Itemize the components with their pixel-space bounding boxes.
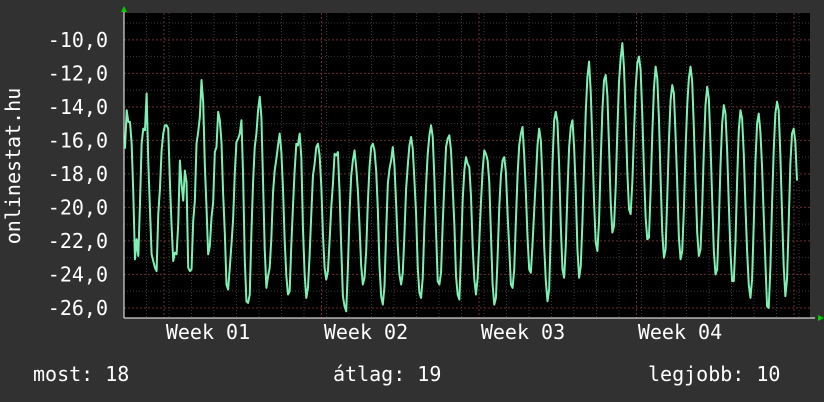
current-value-label: most: 18	[33, 362, 130, 386]
axes	[121, 6, 824, 321]
y-tick-label: -26,0	[48, 296, 108, 320]
series-layer	[124, 42, 798, 313]
y-tick-label: -20,0	[48, 195, 108, 219]
y-axis-label: onlinestat.hu	[1, 88, 25, 245]
y-axis-arrow-icon	[121, 6, 127, 12]
x-tick-label: Week 03	[481, 320, 565, 344]
x-tick-label: Week 01	[166, 320, 250, 344]
y-tick-label: -22,0	[48, 229, 108, 253]
best-value-label: legjobb: 10	[648, 362, 781, 386]
y-tick-label: -14,0	[48, 95, 108, 119]
y-tick-label: -24,0	[48, 262, 108, 286]
tick-labels: -10,0 -12,0 -14,0 -16,0 -18,0 -20,0 -22,0 -24,0…	[48, 28, 722, 344]
average-value-label: átlag: 19	[333, 362, 442, 386]
y-tick-label: -12,0	[48, 61, 108, 85]
x-axis-arrow-icon	[818, 315, 824, 321]
x-tick-label: Week 02	[324, 320, 408, 344]
y-tick-label: -10,0	[48, 28, 108, 52]
y-tick-label: -18,0	[48, 162, 108, 186]
y-tick-label: -16,0	[48, 128, 108, 152]
x-tick-label: Week 04	[638, 320, 722, 344]
series-line	[124, 42, 798, 313]
